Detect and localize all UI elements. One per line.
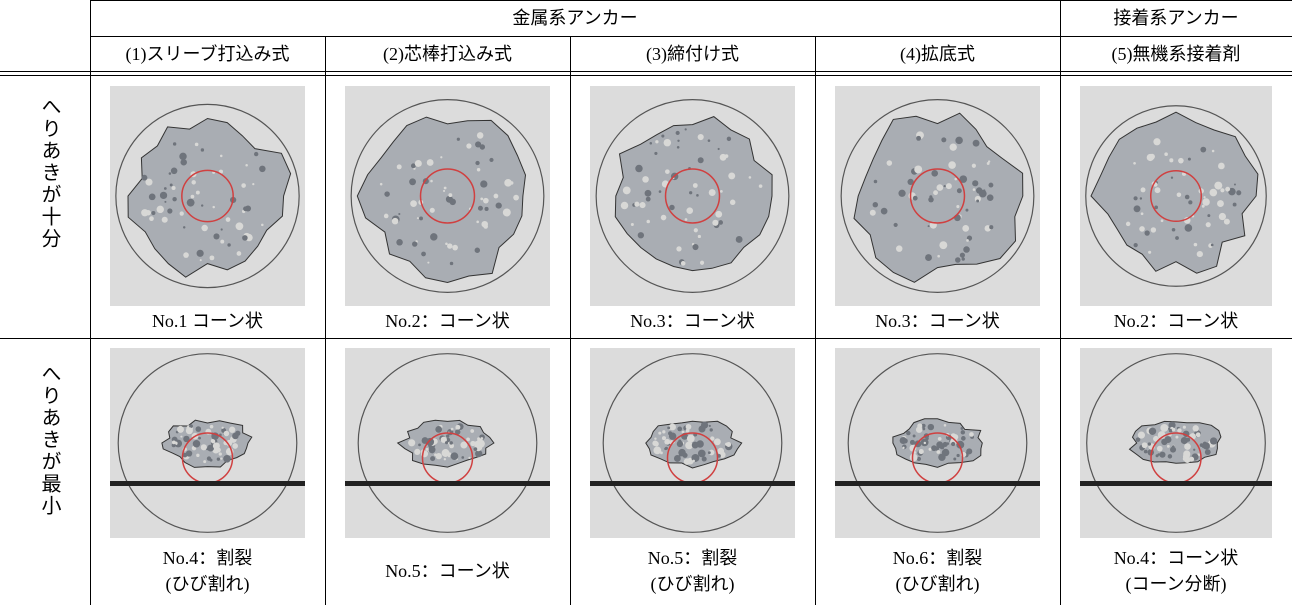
specimen-photo [110,348,305,538]
row-label: へりあきが最小 [38,363,60,517]
caption: No.6：割裂 [892,548,983,568]
column-header: (2)芯棒打込み式 [383,44,512,64]
caption: No.3：コーン状 [875,311,1000,331]
specimen-photo [835,348,1040,538]
border [815,36,816,605]
specimen-photo [835,86,1040,306]
specimen-photo [1080,348,1272,538]
caption: (コーン分断) [1125,574,1227,594]
specimen-photo [110,86,305,306]
caption: No.1 コーン状 [151,311,264,331]
border [325,36,326,605]
column-header: (5)無機系接着剤 [1111,44,1241,64]
specimen-photo [345,86,550,306]
specimen-photo [590,86,795,306]
column-header: (4)拡底式 [900,44,975,64]
caption: No.5：コーン状 [385,561,510,581]
column-header: (3)締付け式 [646,44,739,64]
caption: No.4：割裂 [162,548,253,568]
caption: No.3：コーン状 [630,311,755,331]
border [90,36,1292,37]
specimen-photo [1080,86,1272,306]
group-label: 金属系アンカー [512,8,638,28]
row-label: へりあきが十分 [38,96,60,250]
border [0,71,1292,72]
caption: No.2：コーン状 [385,311,510,331]
border [570,36,571,605]
caption: No.2：コーン状 [1113,311,1239,331]
caption: (ひび割れ) [650,574,735,594]
column-header: (1)スリーブ打込み式 [125,44,290,64]
border [1060,0,1061,605]
group-label: 接着系アンカー [1113,8,1239,28]
specimen-photo [345,348,550,538]
caption: No.4：コーン状 [1113,548,1239,568]
border [0,75,1292,76]
specimen-photo [590,348,795,538]
caption: (ひび割れ) [895,574,980,594]
caption: No.5：割裂 [647,548,738,568]
border [90,0,1292,1]
border [0,338,1292,339]
caption: (ひび割れ) [165,574,250,594]
border [90,0,91,605]
